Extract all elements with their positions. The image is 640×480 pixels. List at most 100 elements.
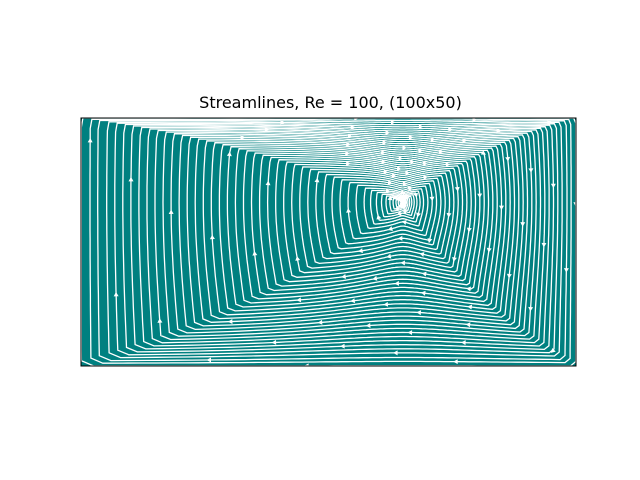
- streamline: [186, 136, 520, 327]
- flow-arrow: [486, 247, 492, 253]
- flow-arrow: [420, 290, 426, 296]
- flow-arrow: [113, 291, 119, 297]
- streamline: [275, 159, 472, 283]
- flow-arrow: [446, 212, 452, 218]
- streamline: [154, 129, 537, 341]
- streamline: [355, 184, 429, 235]
- flow-arrow: [226, 151, 232, 157]
- flow-arrow: [380, 149, 386, 155]
- flow-arrow: [346, 208, 351, 213]
- flow-arrow: [240, 135, 246, 140]
- flow-arrow: [354, 118, 359, 121]
- flow-arrow: [271, 339, 277, 345]
- flow-arrow: [128, 176, 134, 182]
- flow-arrow: [496, 128, 502, 134]
- flow-arrow: [429, 196, 435, 202]
- flow-arrow: [472, 118, 477, 123]
- arrows-group: [87, 118, 576, 366]
- streamline: [299, 166, 459, 269]
- flow-arrow: [402, 204, 407, 210]
- flow-arrow: [350, 298, 356, 304]
- flow-arrow: [227, 319, 233, 324]
- flow-arrow: [386, 253, 392, 259]
- flow-arrow: [452, 257, 457, 262]
- flow-arrow: [394, 280, 399, 286]
- flow-arrow: [480, 150, 486, 155]
- flow-arrow: [506, 273, 512, 279]
- streamline: [114, 122, 559, 356]
- flow-arrow: [407, 186, 413, 192]
- flow-arrow: [416, 212, 421, 218]
- flow-arrow: [423, 175, 428, 180]
- flow-arrow: [402, 181, 408, 187]
- flow-arrow: [382, 140, 387, 145]
- chart-title: Streamlines, Re = 100, (100x50): [199, 93, 462, 112]
- flow-arrow: [563, 268, 569, 273]
- streamline: [323, 173, 446, 255]
- flow-arrow: [430, 137, 436, 143]
- flow-arrow: [416, 310, 422, 316]
- flow-arrow: [405, 170, 410, 176]
- flow-arrow: [454, 186, 460, 192]
- flow-arrow: [397, 235, 403, 241]
- flow-arrow: [402, 199, 408, 205]
- flow-arrow: [296, 297, 302, 303]
- flow-arrow: [376, 214, 382, 220]
- axes-frame: [80, 117, 577, 367]
- flow-arrow: [505, 156, 511, 162]
- flow-arrow: [418, 124, 424, 130]
- flow-arrow: [265, 180, 271, 186]
- streamline: [130, 125, 550, 350]
- streamline: [146, 128, 542, 344]
- flow-arrow: [547, 119, 552, 125]
- flow-arrow: [550, 183, 556, 189]
- flow-arrow: [528, 306, 534, 312]
- streamline: [162, 131, 533, 337]
- streamline: [89, 118, 572, 364]
- flow-arrow: [499, 205, 504, 211]
- flow-arrow: [445, 162, 451, 167]
- flow-arrow: [396, 211, 402, 216]
- flow-arrow: [346, 142, 351, 147]
- flow-arrow: [550, 348, 556, 353]
- flow-arrow: [400, 195, 406, 200]
- streamline: [339, 179, 438, 245]
- flow-arrow: [394, 206, 400, 211]
- flow-arrow: [467, 304, 473, 310]
- flow-arrow: [413, 192, 418, 198]
- flow-arrow: [448, 126, 453, 132]
- flow-arrow: [383, 301, 389, 307]
- flow-arrow: [358, 248, 363, 254]
- flow-arrow: [466, 286, 471, 292]
- flow-arrow: [87, 137, 93, 143]
- flow-arrow: [410, 159, 415, 165]
- streamline: [194, 138, 516, 323]
- flow-arrow: [393, 350, 398, 356]
- flow-arrow: [381, 159, 386, 165]
- streamline: [97, 119, 568, 362]
- flow-arrow: [304, 363, 309, 366]
- flow-arrow: [402, 145, 407, 151]
- flow-arrow: [466, 227, 472, 233]
- streamline: [242, 150, 490, 300]
- flow-arrow: [462, 138, 467, 144]
- flow-arrow: [453, 359, 458, 365]
- flow-arrow: [341, 274, 346, 279]
- flow-arrow: [477, 193, 483, 199]
- flow-arrow: [541, 242, 547, 248]
- flow-arrow: [385, 130, 390, 136]
- flow-arrow: [209, 234, 215, 240]
- flow-arrow: [573, 202, 576, 207]
- streamline: [210, 142, 507, 316]
- flow-arrow: [400, 189, 406, 195]
- flow-arrow: [387, 226, 393, 231]
- flow-arrow: [314, 177, 320, 183]
- streamline: [392, 198, 409, 210]
- flow-arrow: [350, 124, 356, 130]
- flow-arrow: [390, 119, 396, 125]
- flow-arrow: [398, 155, 404, 161]
- flow-arrow: [419, 252, 425, 257]
- streamline: [138, 126, 546, 347]
- flow-arrow: [401, 220, 407, 225]
